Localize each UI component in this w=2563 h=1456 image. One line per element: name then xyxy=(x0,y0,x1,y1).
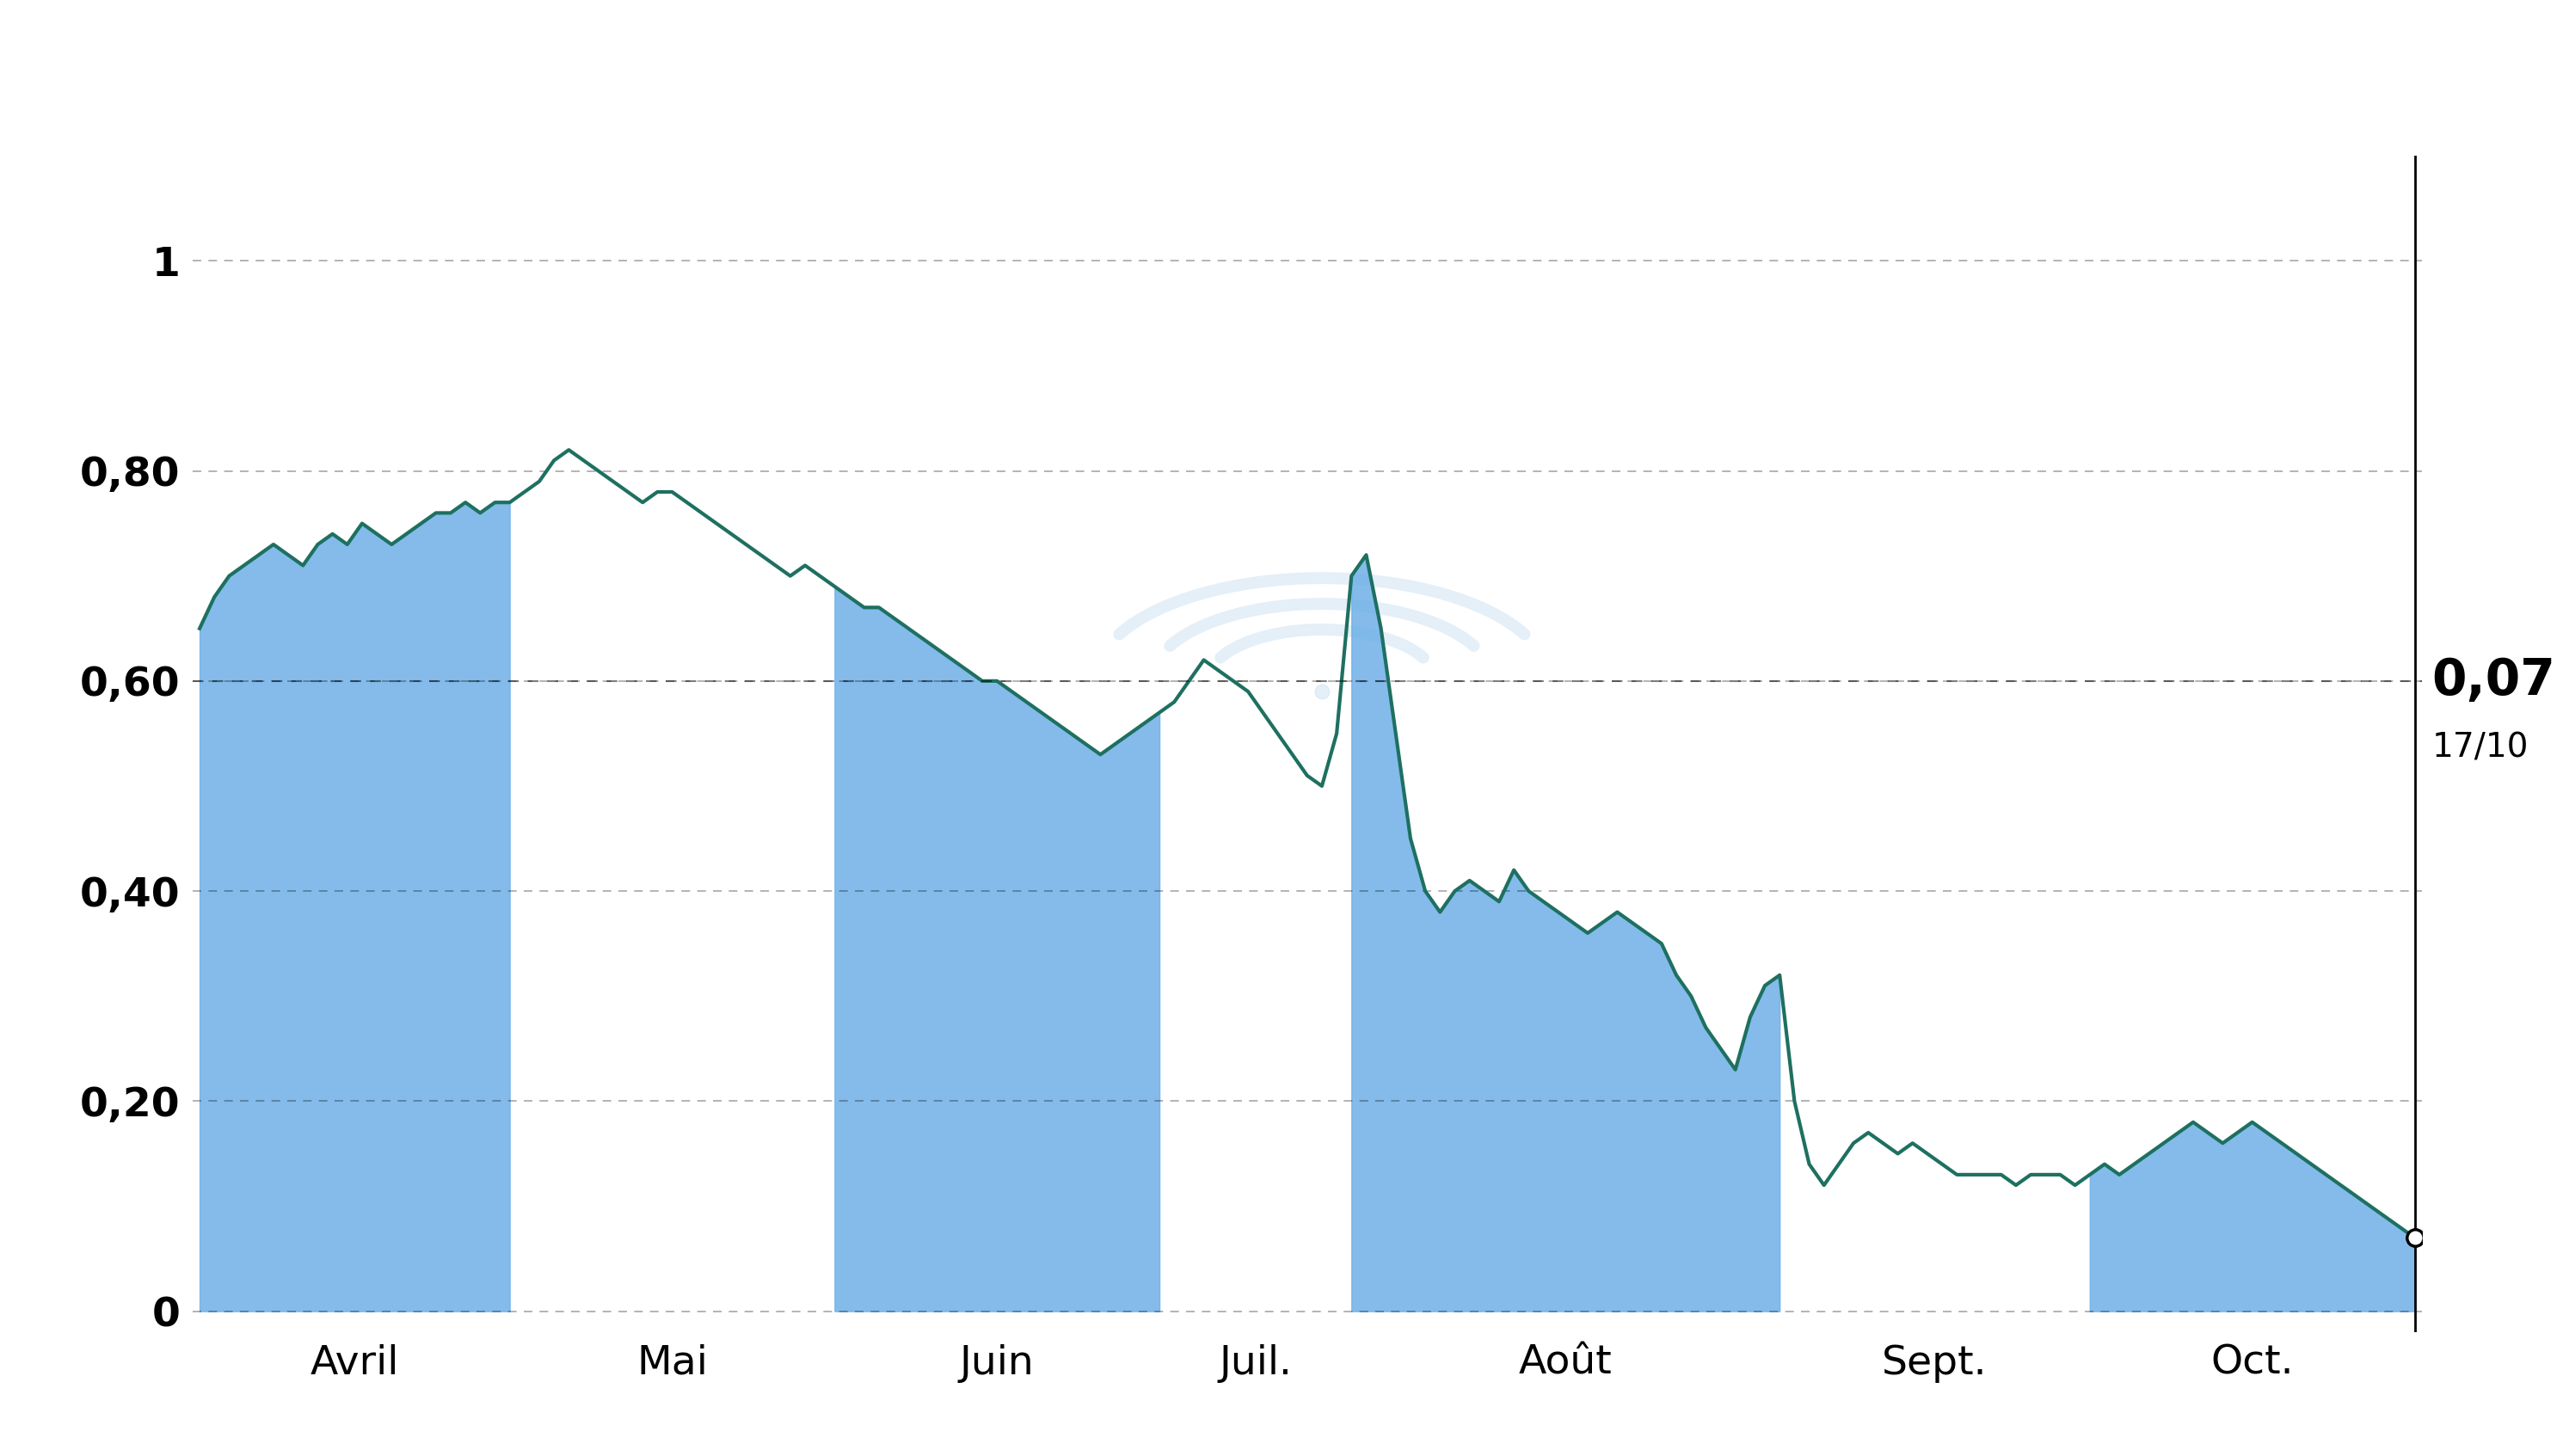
Text: Vicinity Motor Corp.: Vicinity Motor Corp. xyxy=(743,13,1820,106)
Text: 0,07: 0,07 xyxy=(2432,657,2555,706)
Text: 17/10: 17/10 xyxy=(2432,731,2527,764)
